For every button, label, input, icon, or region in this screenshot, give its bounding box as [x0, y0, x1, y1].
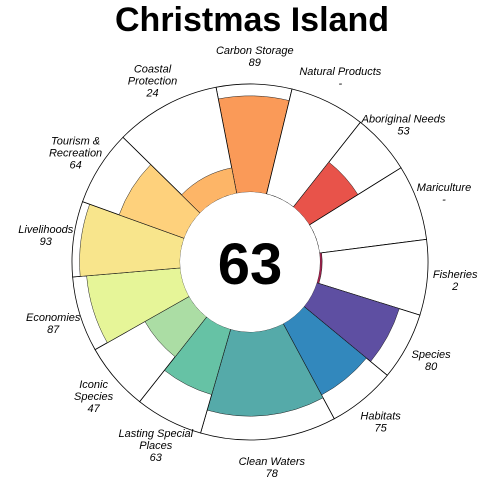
center-score: 63 — [218, 232, 283, 297]
petal-label: Economies 87 — [26, 312, 81, 336]
center-circle — [180, 192, 320, 332]
petal-label: Iconic Species 47 — [74, 379, 114, 415]
petal-label: Lasting Special Places 63 — [118, 428, 193, 464]
petal-label: Clean Waters 78 — [239, 456, 306, 480]
petal-label: Tourism & Recreation 64 — [49, 135, 102, 171]
petal-label: Carbon Storage 89 — [216, 45, 294, 69]
petal-label: Species 80 — [412, 349, 452, 373]
petal-label: Fisheries 2 — [433, 269, 478, 293]
petal-label: Habitats 75 — [360, 410, 401, 434]
chart-title: Christmas Island — [115, 1, 389, 39]
petal-label: Natural Products - — [299, 66, 381, 90]
petal-label: Coastal Protection 24 — [128, 64, 178, 100]
petal-label: Livelihoods 93 — [18, 224, 74, 248]
petal-label: Mariculture - — [417, 182, 471, 206]
petal-label: Aboriginal Needs 53 — [361, 114, 446, 138]
